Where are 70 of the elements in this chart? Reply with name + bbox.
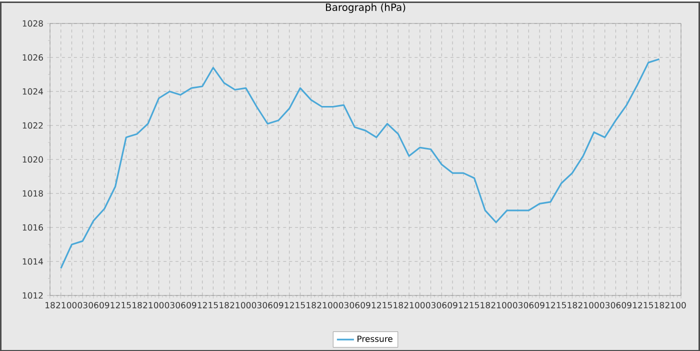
x-tick-label: 09 <box>186 302 196 308</box>
x-tick-label: 15 <box>382 302 392 308</box>
x-tick-label: 06 <box>524 302 534 308</box>
x-tick-label: 21 <box>578 302 588 308</box>
y-tick-label: 1016 <box>22 224 43 230</box>
y-tick-label: 1018 <box>22 190 43 196</box>
x-tick-label: 03 <box>512 302 523 308</box>
x-tick-label: 18 <box>568 302 578 308</box>
x-tick-label: 09 <box>360 302 370 308</box>
y-tick-label: 1022 <box>22 122 43 128</box>
x-tick-label: 00 <box>415 302 425 308</box>
x-tick-label: 21 <box>143 302 153 308</box>
x-tick-label: 00 <box>328 302 338 308</box>
x-tick-label: 00 <box>241 302 251 308</box>
x-tick-label: 15 <box>556 302 566 308</box>
y-tick-label: 1014 <box>22 258 44 264</box>
x-tick-label: 21 <box>491 302 501 308</box>
x-tick-label: 06 <box>176 302 186 308</box>
x-tick-label: 15 <box>644 302 654 308</box>
x-tick-label: 12 <box>198 302 207 308</box>
x-tick-label: 18 <box>394 302 403 308</box>
x-tick-label: 03 <box>252 302 262 308</box>
x-tick-label: 21 <box>317 302 327 308</box>
x-tick-label: 15 <box>296 302 305 308</box>
x-tick-label: 18 <box>480 302 490 308</box>
x-tick-label: 21 <box>230 302 240 308</box>
x-tick-label: 12 <box>458 302 468 308</box>
x-tick-label: 12 <box>633 302 642 308</box>
legend-label: Pressure <box>358 335 392 342</box>
chart-title: Barograph (hPa) <box>326 3 406 13</box>
x-tick-label: 12 <box>110 302 120 308</box>
x-tick-label: 21 <box>665 302 675 308</box>
x-tick-label: 06 <box>88 302 98 308</box>
x-tick-label: 15 <box>470 302 479 308</box>
x-tick-label: 12 <box>546 302 555 308</box>
x-tick-label: 15 <box>208 302 218 308</box>
x-tick-label: 06 <box>350 302 360 308</box>
x-tick-label: 12 <box>372 302 381 308</box>
x-tick-label: 03 <box>338 302 348 308</box>
x-tick-label: 21 <box>404 302 414 308</box>
x-tick-label: 09 <box>448 302 458 308</box>
x-tick-label: 03 <box>600 302 610 308</box>
x-tick-label: 21 <box>56 302 66 308</box>
x-tick-label: 09 <box>100 302 110 308</box>
y-tick-label: 1012 <box>22 292 43 298</box>
x-tick-label: 09 <box>622 302 632 308</box>
x-tick-label: 18 <box>46 302 55 308</box>
y-tick-label: 1028 <box>22 20 43 26</box>
y-tick-label: 1026 <box>22 54 43 60</box>
y-tick-label: 1024 <box>22 88 44 94</box>
x-tick-label: 00 <box>676 302 686 308</box>
x-tick-label: 00 <box>502 302 512 308</box>
x-tick-label: 00 <box>589 302 599 308</box>
x-tick-label: 06 <box>436 302 447 308</box>
x-tick-label: 00 <box>154 302 164 308</box>
x-tick-label: 18 <box>220 302 229 308</box>
x-tick-label: 06 <box>262 302 272 308</box>
x-tick-label: 06 <box>610 302 621 308</box>
x-tick-label: 15 <box>122 302 131 308</box>
x-tick-label: 09 <box>274 302 284 308</box>
x-tick-label: 18 <box>306 302 316 308</box>
x-tick-label: 18 <box>132 302 142 308</box>
x-tick-label: 03 <box>78 302 88 308</box>
x-tick-label: 00 <box>66 302 77 308</box>
y-tick-label: 1020 <box>22 156 43 162</box>
x-tick-label: 12 <box>284 302 294 308</box>
x-tick-label: 03 <box>164 302 174 308</box>
x-tick-label: 03 <box>426 302 436 308</box>
x-tick-label: 09 <box>534 302 544 308</box>
x-tick-label: 18 <box>654 302 664 308</box>
